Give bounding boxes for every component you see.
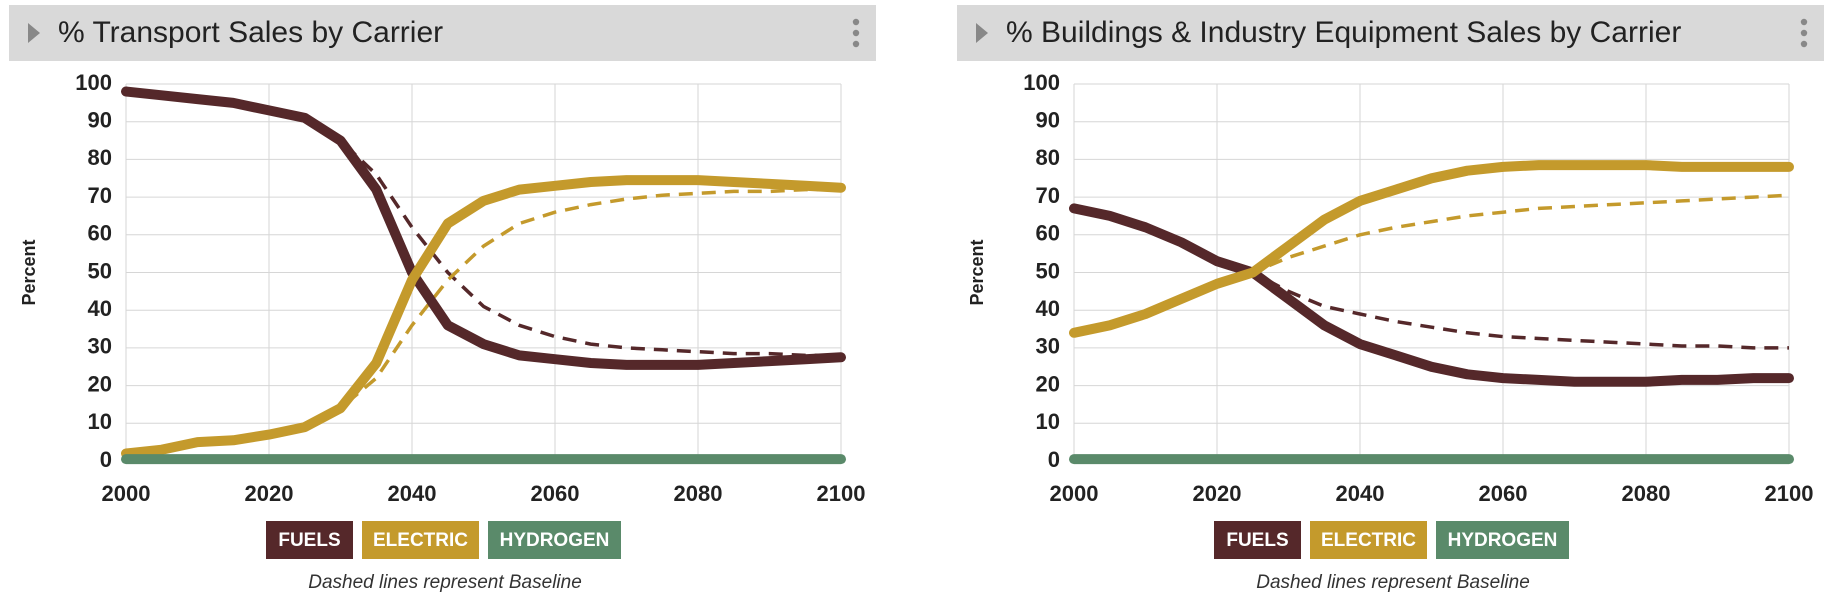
legend-button[interactable] [488, 521, 621, 559]
y-tick-label: 50 [88, 258, 112, 283]
baseline-line [125, 89, 841, 358]
x-tick-label: 2040 [1336, 481, 1385, 506]
y-axis-label: Percent [19, 239, 39, 305]
menu-dot[interactable] [852, 18, 860, 26]
y-tick-label: 30 [88, 334, 112, 359]
baseline-line [1073, 193, 1790, 335]
y-tick-label: 20 [1036, 371, 1060, 396]
collapse-icon[interactable] [28, 23, 40, 43]
panel-title: % Buildings & Industry Equipment Sales b… [1006, 16, 1681, 49]
x-tick-label: 2020 [1193, 481, 1242, 506]
y-tick-label: 70 [1036, 183, 1060, 208]
y-tick-label: 10 [88, 409, 112, 434]
legend-button[interactable] [266, 521, 353, 559]
y-tick-label: 40 [88, 296, 112, 321]
baseline-line [1073, 206, 1789, 350]
y-tick-label: 70 [88, 183, 112, 208]
legend-button[interactable] [1214, 521, 1301, 559]
y-tick-label: 50 [1036, 258, 1060, 283]
y-tick-label: 40 [1036, 296, 1060, 321]
y-tick-label: 80 [1036, 145, 1060, 170]
y-tick-label: 0 [100, 447, 112, 472]
y-tick-label: 60 [1036, 221, 1060, 246]
x-tick-label: 2100 [817, 481, 866, 506]
menu-dot[interactable] [852, 40, 860, 48]
legend-label[interactable]: FUELS [1226, 530, 1288, 551]
y-tick-label: 30 [1036, 334, 1060, 359]
menu-dot[interactable] [1800, 40, 1808, 48]
legend-label[interactable]: HYDROGEN [500, 530, 610, 551]
x-tick-label: 2040 [388, 481, 437, 506]
panel-header [9, 5, 876, 61]
y-tick-label: 90 [1036, 108, 1060, 133]
legend-button[interactable] [362, 521, 479, 559]
menu-dot[interactable] [1800, 29, 1808, 37]
panel-title: % Transport Sales by Carrier [58, 16, 443, 49]
y-tick-label: 90 [88, 108, 112, 133]
y-tick-label: 10 [1036, 409, 1060, 434]
y-tick-label: 100 [75, 70, 112, 95]
series-line [121, 86, 846, 370]
menu-dot[interactable] [852, 29, 860, 37]
x-tick-label: 2000 [102, 481, 151, 506]
legend-label[interactable]: ELECTRIC [373, 530, 468, 551]
y-tick-label: 60 [88, 221, 112, 246]
panel-header [957, 5, 1824, 61]
y-tick-label: 100 [1023, 70, 1060, 95]
x-tick-label: 2000 [1050, 481, 1099, 506]
x-tick-label: 2060 [531, 481, 580, 506]
collapse-icon[interactable] [976, 23, 988, 43]
x-tick-label: 2060 [1479, 481, 1528, 506]
x-tick-label: 2080 [1622, 481, 1671, 506]
y-tick-label: 20 [88, 371, 112, 396]
legend-button[interactable] [1310, 521, 1427, 559]
series-line [1069, 203, 1794, 387]
series-line [121, 175, 846, 459]
baseline-line [125, 187, 841, 456]
x-tick-label: 2080 [674, 481, 723, 506]
menu-dot[interactable] [1800, 18, 1808, 26]
legend-label[interactable]: HYDROGEN [1448, 530, 1558, 551]
legend-label[interactable]: FUELS [278, 530, 340, 551]
y-tick-label: 80 [88, 145, 112, 170]
legend-button[interactable] [1436, 521, 1569, 559]
series-line [1069, 160, 1794, 338]
legend-label[interactable]: ELECTRIC [1321, 530, 1416, 551]
x-tick-label: 2100 [1765, 481, 1814, 506]
y-tick-label: 0 [1048, 447, 1060, 472]
note: Dashed lines represent Baseline [1256, 572, 1530, 593]
y-axis-label: Percent [967, 239, 987, 305]
x-tick-label: 2020 [245, 481, 294, 506]
note: Dashed lines represent Baseline [308, 572, 582, 593]
